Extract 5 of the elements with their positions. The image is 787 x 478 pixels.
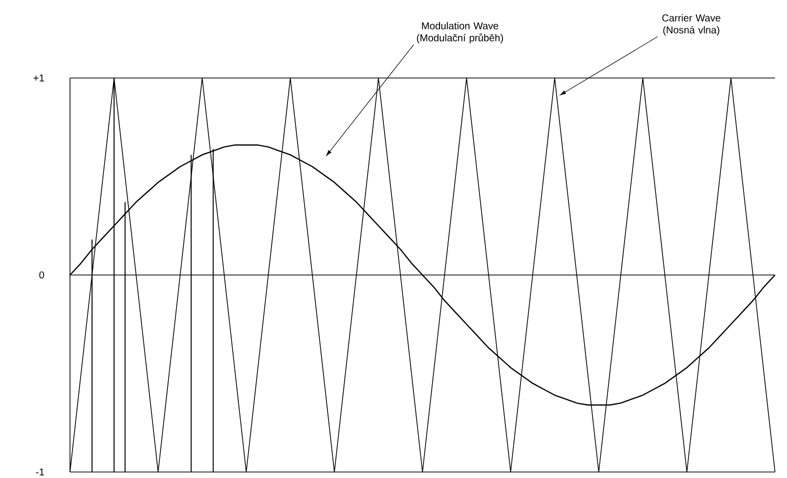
y-tick-label: +1 <box>34 74 44 82</box>
text: Carrier Wave (Nosná vlna) <box>662 14 720 36</box>
text: Modulation Wave (Modulační průběh) <box>416 22 503 44</box>
y-tick-label: 0 <box>39 271 44 279</box>
y-tick-label: -1 <box>36 468 44 476</box>
